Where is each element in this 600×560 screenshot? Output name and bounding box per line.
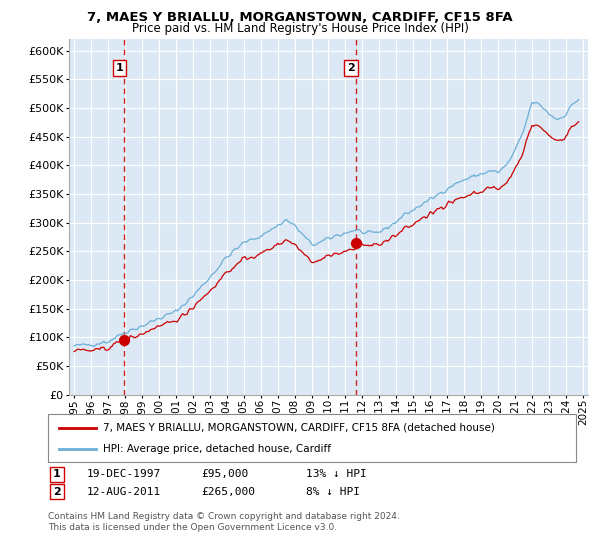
Text: 1: 1 <box>53 469 61 479</box>
Text: 7, MAES Y BRIALLU, MORGANSTOWN, CARDIFF, CF15 8FA: 7, MAES Y BRIALLU, MORGANSTOWN, CARDIFF,… <box>87 11 513 24</box>
Point <box>119 336 129 345</box>
Point <box>351 239 361 248</box>
Text: £265,000: £265,000 <box>201 487 255 497</box>
Text: Price paid vs. HM Land Registry's House Price Index (HPI): Price paid vs. HM Land Registry's House … <box>131 22 469 35</box>
Text: 7, MAES Y BRIALLU, MORGANSTOWN, CARDIFF, CF15 8FA (detached house): 7, MAES Y BRIALLU, MORGANSTOWN, CARDIFF,… <box>103 423 496 433</box>
Text: 8% ↓ HPI: 8% ↓ HPI <box>306 487 360 497</box>
Text: 2: 2 <box>347 63 355 73</box>
Text: 12-AUG-2011: 12-AUG-2011 <box>87 487 161 497</box>
Text: 1: 1 <box>115 63 123 73</box>
Text: 19-DEC-1997: 19-DEC-1997 <box>87 469 161 479</box>
FancyBboxPatch shape <box>48 414 576 462</box>
Text: £95,000: £95,000 <box>201 469 248 479</box>
Text: 2: 2 <box>53 487 61 497</box>
Text: HPI: Average price, detached house, Cardiff: HPI: Average price, detached house, Card… <box>103 444 331 454</box>
Text: 13% ↓ HPI: 13% ↓ HPI <box>306 469 367 479</box>
Text: Contains HM Land Registry data © Crown copyright and database right 2024.
This d: Contains HM Land Registry data © Crown c… <box>48 512 400 532</box>
